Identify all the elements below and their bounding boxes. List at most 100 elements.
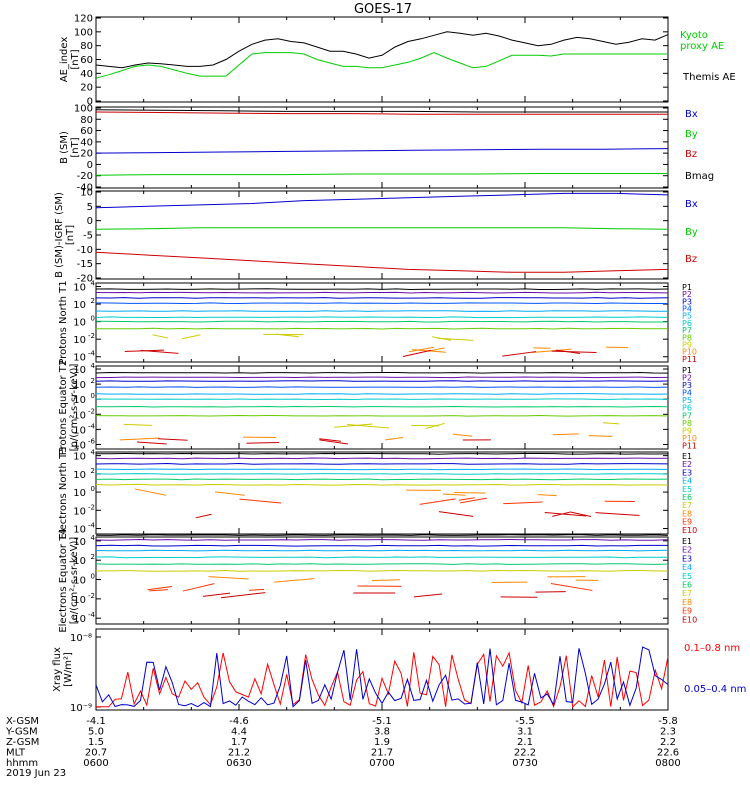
flux-segment [137, 441, 167, 445]
legend-label: E10 [682, 526, 697, 535]
y-tick-exponent: -2 [88, 407, 95, 415]
y-axis-unit: [nT] [70, 49, 81, 69]
flux-segment [215, 491, 245, 496]
legend-label: P7 [682, 326, 692, 335]
legend-label: P4 [682, 305, 692, 314]
flux-segment [208, 576, 249, 580]
legend-label: E9 [682, 607, 692, 616]
x-axis-row-label: MLT [6, 748, 26, 759]
legend-label: E6 [682, 493, 692, 502]
x-axis-value: 0600 [83, 758, 108, 769]
y-tick-label: 10 [73, 353, 86, 364]
series-line-bx [95, 148, 669, 154]
flux-line [95, 538, 669, 541]
y-tick-exponent: 0 [91, 392, 95, 400]
x-axis-value: 22.2 [514, 748, 536, 759]
y-tick-label: 60 [80, 126, 93, 137]
x-axis-value: 1.7 [231, 737, 247, 748]
flux-segment [602, 422, 620, 425]
flux-line [95, 371, 669, 374]
y-axis-label: Protons Equator T2 [58, 360, 69, 456]
flux-line [95, 320, 668, 323]
flux-line [95, 556, 668, 559]
flux-segment [544, 512, 587, 517]
legend-label: E6 [682, 581, 692, 590]
y-tick-label: 20 [80, 149, 93, 160]
y-tick-exponent: 0 [91, 573, 95, 581]
flux-line [95, 473, 669, 475]
flux-segment [239, 498, 282, 504]
x-axis-value: -4.6 [229, 716, 249, 727]
y-tick-exponent: 0 [91, 315, 95, 323]
flux-line [96, 452, 669, 455]
flux-line [95, 563, 669, 565]
flux-segment [408, 346, 435, 353]
y-tick-exponent: -4 [88, 422, 96, 430]
series-line-by [95, 173, 668, 176]
x-axis-value: 22.6 [657, 748, 679, 759]
flux-segment [537, 494, 557, 497]
legend-label: E5 [682, 485, 692, 494]
flux-segment [124, 349, 165, 352]
y-tick-label: 10 [73, 488, 86, 499]
legend-label: E5 [682, 572, 692, 581]
flux-segment [246, 441, 280, 444]
legend-label: Themis AE [682, 72, 736, 83]
y-tick-exponent: -2 [88, 332, 95, 340]
y-tick-label: -10 [77, 245, 93, 256]
y-tick-label: -20 [77, 171, 93, 182]
flux-segment [552, 433, 579, 436]
legend-label: P8 [682, 419, 692, 428]
legend-label: P11 [682, 441, 697, 450]
y-tick-label: 10 [73, 525, 86, 536]
x-axis-value: 0700 [369, 758, 394, 769]
y-tick-label: 10 [73, 556, 86, 567]
legend-label: E10 [682, 615, 697, 624]
y-axis-label: Electrons Equator T4 [58, 528, 69, 632]
y-tick-exponent: 2 [91, 553, 95, 561]
x-axis-value: 2.3 [660, 727, 676, 738]
x-axis-value: 21.7 [371, 748, 393, 759]
panel-7: 10⁻⁸ 10⁻⁹ Xray flux [W/m²] 0.1–0.8 nm 0.05–0.… [52, 628, 746, 714]
flux-segment [371, 579, 400, 582]
flux-segment [588, 435, 613, 437]
panel-frame [95, 190, 669, 280]
legend-label: Bmag [685, 171, 714, 182]
legend-label: P10 [682, 434, 697, 443]
y-tick-exponent: 0 [91, 485, 95, 493]
flux-line [95, 327, 669, 330]
flux-segment [419, 498, 456, 505]
y-tick-exponent: -6 [88, 437, 96, 445]
panel-frame [95, 282, 669, 363]
legend-label: P5 [682, 312, 692, 321]
legend-label: E4 [682, 563, 692, 572]
legend-label: E2 [682, 460, 692, 469]
y-tick-label: -5 [83, 231, 93, 242]
y-tick-label: 10 [73, 410, 86, 421]
y-tick-label: 10 [73, 537, 86, 548]
legend-label: P4 [682, 389, 692, 398]
x-axis-value: -5.1 [372, 716, 392, 727]
x-axis-row-label: hhmm [6, 758, 38, 769]
legend-label: Bx [685, 109, 698, 120]
flux-line [95, 405, 669, 408]
y-tick-exponent: -4 [88, 611, 96, 619]
flux-segment [503, 501, 543, 505]
legend-label: P10 [682, 348, 697, 357]
y-tick-label: 10 [73, 595, 86, 606]
y-tick-exponent: 2 [91, 377, 95, 385]
flux-segment [552, 511, 570, 517]
legend-label: 0.05–0.4 nm [684, 684, 746, 695]
x-axis-value: 20.7 [85, 748, 107, 759]
y-tick-exponent: 2 [91, 297, 95, 305]
flux-line [95, 288, 669, 291]
y-axis-label: Electrons North T3 [58, 446, 69, 539]
flux-line [95, 534, 669, 536]
flux-segment [147, 586, 172, 591]
legend-label: By [685, 227, 698, 238]
y-tick-label: -15 [77, 259, 93, 270]
legend-label: P9 [682, 340, 692, 349]
y-tick-label: 10 [73, 470, 86, 481]
